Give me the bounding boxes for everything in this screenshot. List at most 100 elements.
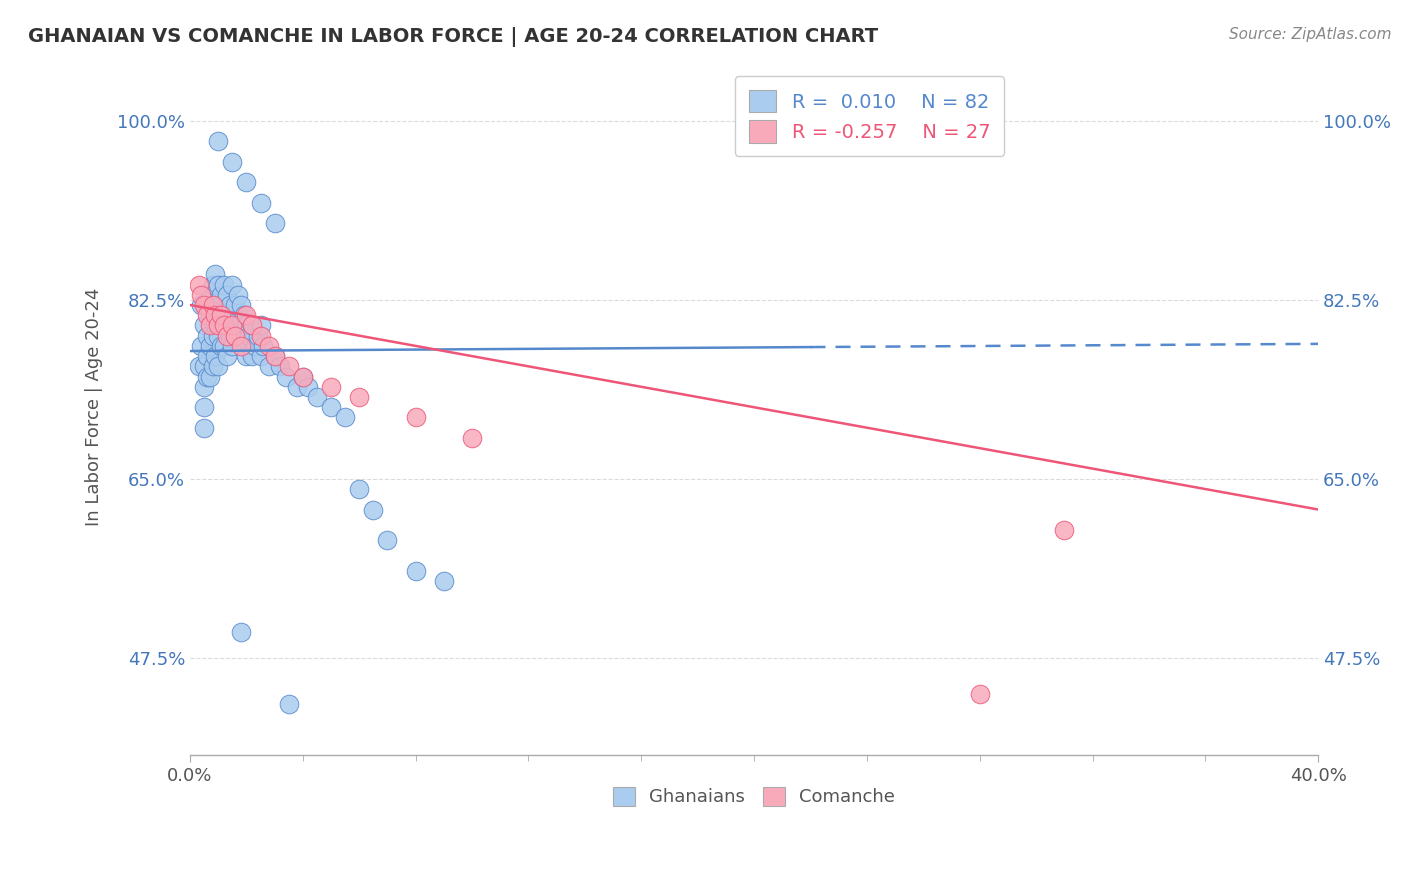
- Point: [229, 625, 252, 640]
- Point: [243, 339, 266, 353]
- Point: [232, 308, 254, 322]
- Point: [195, 328, 218, 343]
- Point: [209, 287, 232, 301]
- Point: [263, 349, 285, 363]
- Point: [207, 277, 229, 292]
- Point: [235, 308, 257, 322]
- Point: [215, 328, 238, 343]
- Point: [193, 318, 215, 333]
- Point: [349, 482, 371, 496]
- Point: [198, 339, 221, 353]
- Point: [193, 401, 215, 415]
- Point: [319, 401, 342, 415]
- Point: [209, 308, 232, 322]
- Point: [249, 349, 271, 363]
- Point: [333, 410, 356, 425]
- Point: [195, 298, 218, 312]
- Point: [193, 420, 215, 434]
- Point: [249, 195, 271, 210]
- Point: [405, 564, 427, 578]
- Point: [240, 318, 263, 333]
- Point: [252, 339, 274, 353]
- Point: [240, 318, 263, 333]
- Point: [204, 308, 226, 322]
- Point: [190, 298, 212, 312]
- Point: [305, 390, 328, 404]
- Point: [269, 359, 291, 374]
- Point: [201, 277, 224, 292]
- Point: [277, 697, 299, 711]
- Point: [235, 349, 257, 363]
- Point: [190, 339, 212, 353]
- Point: [201, 328, 224, 343]
- Point: [209, 308, 232, 322]
- Point: [187, 277, 209, 292]
- Point: [212, 339, 235, 353]
- Point: [226, 318, 249, 333]
- Point: [207, 359, 229, 374]
- Point: [277, 359, 299, 374]
- Point: [285, 380, 308, 394]
- Point: [198, 369, 221, 384]
- Point: [195, 369, 218, 384]
- Point: [224, 328, 246, 343]
- Point: [235, 175, 257, 189]
- Point: [224, 298, 246, 312]
- Point: [193, 298, 215, 312]
- Point: [212, 308, 235, 322]
- Point: [204, 349, 226, 363]
- Point: [433, 574, 456, 588]
- Point: [204, 318, 226, 333]
- Point: [229, 298, 252, 312]
- Point: [257, 339, 280, 353]
- Point: [193, 380, 215, 394]
- Point: [215, 349, 238, 363]
- Point: [221, 277, 243, 292]
- Point: [207, 298, 229, 312]
- Point: [215, 287, 238, 301]
- Point: [240, 349, 263, 363]
- Y-axis label: In Labor Force | Age 20-24: In Labor Force | Age 20-24: [86, 288, 103, 526]
- Point: [226, 287, 249, 301]
- Point: [204, 298, 226, 312]
- Point: [405, 410, 427, 425]
- Text: Source: ZipAtlas.com: Source: ZipAtlas.com: [1229, 27, 1392, 42]
- Point: [291, 369, 314, 384]
- Point: [198, 287, 221, 301]
- Point: [218, 298, 240, 312]
- Point: [263, 216, 285, 230]
- Point: [212, 318, 235, 333]
- Point: [198, 318, 221, 333]
- Point: [195, 349, 218, 363]
- Point: [204, 268, 226, 282]
- Point: [232, 339, 254, 353]
- Legend: Ghanaians, Comanche: Ghanaians, Comanche: [605, 778, 904, 815]
- Point: [229, 339, 252, 353]
- Point: [218, 328, 240, 343]
- Point: [363, 502, 385, 516]
- Point: [377, 533, 399, 548]
- Point: [221, 308, 243, 322]
- Point: [193, 359, 215, 374]
- Point: [249, 318, 271, 333]
- Point: [209, 339, 232, 353]
- Point: [198, 308, 221, 322]
- Point: [215, 318, 238, 333]
- Point: [201, 298, 224, 312]
- Point: [190, 287, 212, 301]
- Point: [969, 687, 991, 701]
- Point: [246, 328, 269, 343]
- Point: [274, 369, 297, 384]
- Point: [221, 318, 243, 333]
- Point: [249, 328, 271, 343]
- Point: [291, 369, 314, 384]
- Point: [221, 154, 243, 169]
- Point: [221, 339, 243, 353]
- Point: [187, 359, 209, 374]
- Text: GHANAIAN VS COMANCHE IN LABOR FORCE | AGE 20-24 CORRELATION CHART: GHANAIAN VS COMANCHE IN LABOR FORCE | AG…: [28, 27, 879, 46]
- Point: [207, 328, 229, 343]
- Point: [235, 318, 257, 333]
- Point: [207, 318, 229, 333]
- Point: [212, 277, 235, 292]
- Point: [263, 349, 285, 363]
